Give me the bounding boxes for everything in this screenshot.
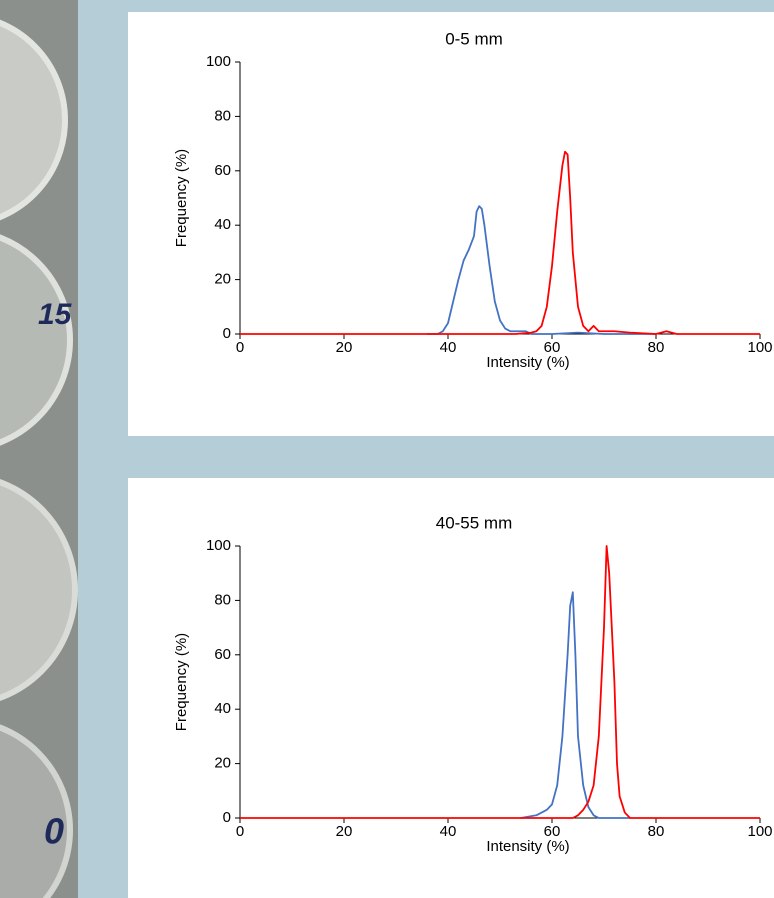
y-tick-label: 80	[214, 107, 231, 124]
x-tick-label: 0	[236, 339, 244, 356]
x-tick-label: 20	[336, 823, 353, 840]
photo-label: 15	[38, 298, 73, 331]
y-axis-label: Frequency (%)	[173, 149, 190, 247]
y-tick-label: 40	[214, 216, 231, 233]
dish	[0, 479, 78, 701]
dish	[0, 19, 68, 221]
chart-title: 40-55 mm	[436, 513, 513, 532]
y-tick-label: 0	[223, 325, 231, 342]
y-axis-label: Frequency (%)	[173, 633, 190, 731]
chart-title: 0-5 mm	[445, 29, 503, 48]
x-tick-label: 80	[648, 339, 665, 356]
y-tick-label: 20	[214, 271, 231, 288]
y-tick-label: 0	[223, 809, 231, 826]
x-tick-label: 20	[336, 339, 353, 356]
x-tick-label: 100	[747, 339, 772, 356]
y-tick-label: 100	[206, 537, 231, 554]
x-tick-label: 60	[544, 339, 561, 356]
data-line	[240, 545, 760, 819]
y-tick-label: 60	[214, 646, 231, 663]
x-axis-label: Intensity (%)	[486, 838, 569, 855]
x-tick-label: 100	[747, 823, 772, 840]
y-tick-label: 60	[214, 162, 231, 179]
y-tick-label: 20	[214, 755, 231, 772]
chart-panel	[128, 12, 774, 436]
x-tick-label: 0	[236, 823, 244, 840]
photo-label: 0	[44, 811, 64, 852]
x-tick-label: 40	[440, 823, 457, 840]
chart-panel	[128, 478, 774, 898]
data-line	[240, 150, 760, 335]
x-tick-label: 40	[440, 339, 457, 356]
dish	[0, 724, 73, 898]
x-tick-label: 60	[544, 823, 561, 840]
x-axis-label: Intensity (%)	[486, 354, 569, 371]
y-tick-label: 100	[206, 53, 231, 70]
data-line	[520, 591, 630, 819]
y-tick-label: 80	[214, 591, 231, 608]
dish	[0, 234, 73, 446]
x-tick-label: 80	[648, 823, 665, 840]
y-tick-label: 40	[214, 700, 231, 717]
